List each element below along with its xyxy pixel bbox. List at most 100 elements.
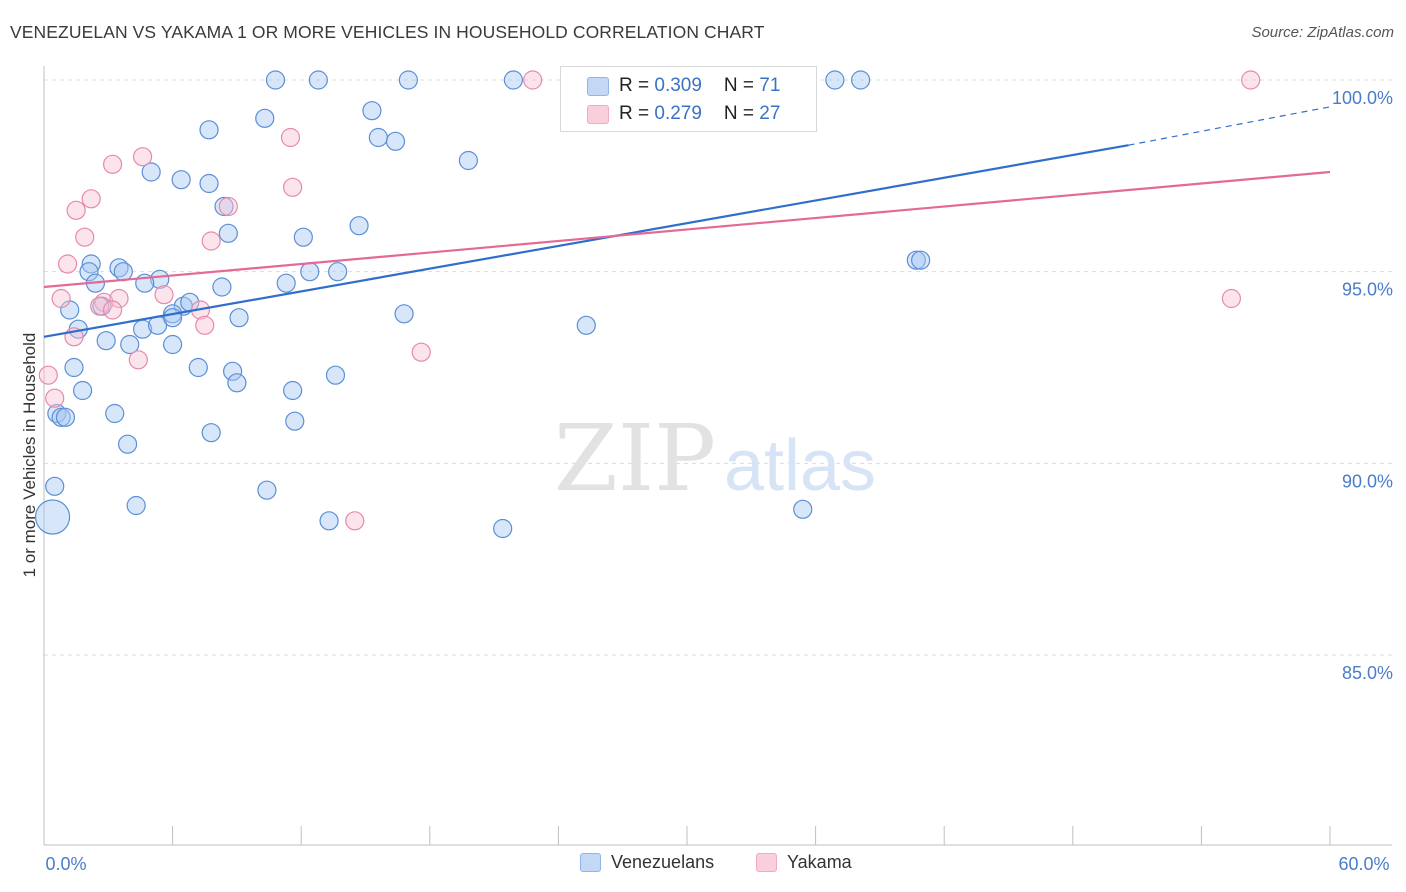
data-point bbox=[349, 216, 369, 236]
watermark-atlas: atlas bbox=[724, 426, 876, 506]
legend-item-venezuelans[interactable]: Venezuelans bbox=[580, 852, 714, 873]
data-point bbox=[503, 70, 523, 90]
series-yakama bbox=[38, 70, 1261, 531]
trend-line-yakama bbox=[43, 170, 1331, 289]
legend-swatch-yakama bbox=[756, 853, 777, 872]
legend-r-label: R = bbox=[619, 75, 655, 96]
data-point bbox=[283, 380, 303, 401]
x-tick-label: 60.0% bbox=[1338, 854, 1389, 874]
data-point bbox=[72, 380, 93, 401]
data-point bbox=[385, 131, 406, 151]
data-point bbox=[257, 480, 277, 500]
data-point bbox=[117, 434, 138, 454]
data-point bbox=[64, 357, 84, 378]
legend-swatch-venezuelans bbox=[580, 853, 601, 872]
watermark: ZIP atlas bbox=[554, 405, 876, 512]
trend-line-venezuelans-extrapolated bbox=[1128, 106, 1331, 146]
watermark-zip: ZIP bbox=[554, 405, 716, 512]
data-point bbox=[523, 70, 543, 90]
legend-n-label: N = bbox=[723, 103, 760, 124]
legend-r-value: 0.309 bbox=[654, 75, 702, 96]
tick-labels: 100.0% 95.0% 90.0% 85.0% 0.0% 60.0% bbox=[45, 88, 1393, 874]
x-tick-label: 0.0% bbox=[45, 854, 86, 874]
data-point bbox=[1241, 70, 1261, 90]
legend-label-venezuelans: Venezuelans bbox=[611, 852, 715, 872]
data-point bbox=[81, 189, 101, 209]
data-point bbox=[280, 127, 301, 148]
data-point bbox=[150, 269, 170, 289]
data-point bbox=[105, 403, 125, 424]
data-point bbox=[188, 357, 208, 378]
data-point bbox=[120, 334, 140, 355]
data-point bbox=[218, 196, 238, 217]
data-point bbox=[368, 127, 388, 148]
legend-row-venezuelans: R = 0.309 N = 71 bbox=[587, 73, 780, 99]
data-point bbox=[851, 70, 871, 90]
data-point bbox=[325, 365, 346, 385]
data-point bbox=[276, 273, 296, 293]
data-point bbox=[285, 411, 305, 431]
data-point bbox=[57, 254, 78, 274]
legend-n-value: 27 bbox=[759, 103, 781, 124]
data-point bbox=[201, 423, 221, 443]
data-point bbox=[45, 476, 65, 496]
y-tick-label: 95.0% bbox=[1342, 280, 1393, 300]
data-point bbox=[906, 250, 926, 270]
data-point bbox=[55, 407, 76, 427]
data-point bbox=[394, 304, 414, 324]
data-point bbox=[128, 350, 148, 370]
data-point bbox=[171, 170, 191, 190]
data-point bbox=[201, 231, 221, 251]
data-point bbox=[793, 499, 813, 519]
data-point bbox=[126, 495, 146, 516]
data-point bbox=[229, 308, 249, 328]
data-point bbox=[300, 262, 320, 282]
series-venezuelans bbox=[34, 70, 931, 539]
data-point bbox=[195, 315, 215, 335]
data-point bbox=[163, 308, 183, 328]
correlation-legend: R = 0.309 N = 71 R = 0.279 N = 27 bbox=[560, 66, 817, 132]
data-point bbox=[1221, 288, 1242, 309]
data-point bbox=[132, 147, 153, 167]
axes bbox=[43, 66, 1392, 846]
y-tick-label: 100.0% bbox=[1332, 88, 1393, 108]
data-point bbox=[328, 262, 348, 282]
data-point bbox=[34, 499, 71, 535]
data-point bbox=[362, 101, 382, 121]
data-point bbox=[38, 365, 58, 385]
data-point bbox=[214, 196, 234, 217]
legend-n-value: 71 bbox=[759, 75, 781, 96]
data-point bbox=[66, 200, 86, 220]
legend-r-label: R = bbox=[619, 103, 655, 124]
data-point bbox=[255, 108, 275, 128]
data-point bbox=[398, 70, 418, 90]
legend-item-yakama[interactable]: Yakama bbox=[756, 852, 852, 873]
data-point bbox=[102, 154, 123, 174]
data-point bbox=[227, 373, 247, 393]
data-point bbox=[293, 227, 313, 247]
data-point bbox=[308, 70, 328, 90]
trend-lines bbox=[43, 106, 1331, 338]
chart-title: VENEZUELAN VS YAKAMA 1 OR MORE VEHICLES … bbox=[10, 22, 765, 42]
data-point bbox=[458, 150, 478, 171]
data-point bbox=[45, 388, 65, 408]
data-point bbox=[154, 285, 174, 305]
data-point bbox=[109, 288, 129, 309]
gridlines bbox=[44, 79, 1392, 656]
legend-r-value: 0.279 bbox=[654, 103, 702, 124]
data-point bbox=[319, 511, 339, 531]
data-point bbox=[141, 162, 161, 182]
data-point bbox=[79, 262, 99, 282]
data-point bbox=[102, 300, 123, 320]
source-label: Source: ZipAtlas.com bbox=[1251, 24, 1394, 41]
data-point bbox=[90, 296, 110, 316]
legend-swatch-venezuelans bbox=[587, 76, 609, 96]
data-point bbox=[163, 334, 183, 355]
data-point bbox=[81, 254, 101, 274]
data-point bbox=[212, 277, 232, 297]
legend-n-label: N = bbox=[723, 75, 760, 96]
y-tick-label: 85.0% bbox=[1342, 663, 1393, 683]
y-tick-label: 90.0% bbox=[1342, 471, 1393, 491]
data-point bbox=[199, 120, 219, 140]
